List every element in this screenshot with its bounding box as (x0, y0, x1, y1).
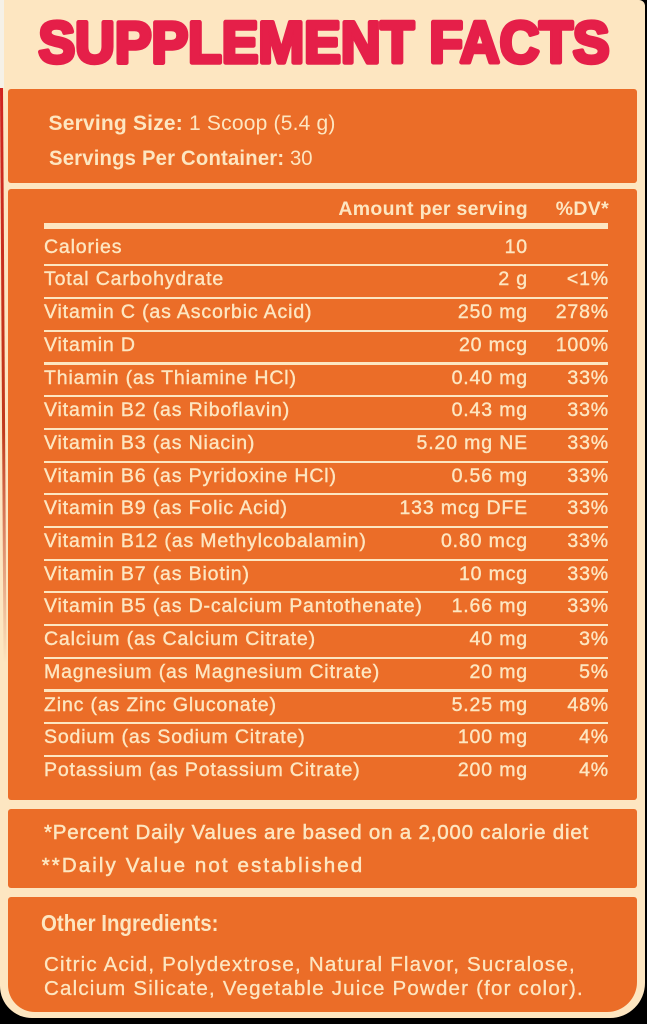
svg-text:SUPPLEMENT FACTS: SUPPLEMENT FACTS (39, 11, 610, 76)
